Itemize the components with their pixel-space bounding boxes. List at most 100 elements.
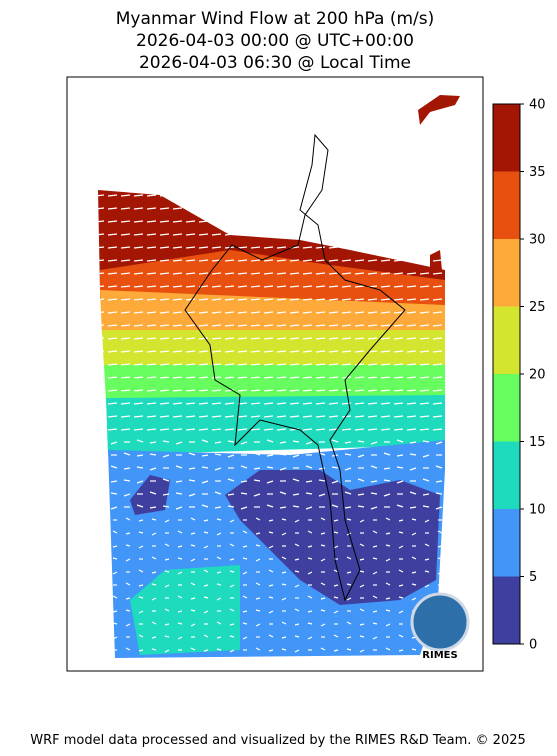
wind-arrow [172,428,183,431]
wind-arrow [229,584,235,588]
wind-arrow [211,233,222,236]
wind-arrow [406,285,417,288]
wind-arrow [120,402,131,405]
wind-arrow [393,207,404,210]
wind-arrow [125,544,131,547]
wind-arrow [198,246,209,249]
wind-arrow [367,428,378,431]
wind-arrow [359,635,365,638]
wind-arrow [146,194,157,197]
wind-region [104,365,445,402]
wind-arrow [346,556,352,560]
wind-arrow [107,350,118,353]
wind-arrow [346,621,352,625]
wind-arrow [123,493,131,497]
wind-arrow [393,311,404,314]
wind-arrow [354,324,365,327]
wind-arrow [432,415,443,418]
wind-arrow [432,428,443,431]
wind-arrow [224,272,235,275]
wind-arrow [307,622,313,625]
wind-arrow [112,530,118,534]
wind-arrow [320,558,326,562]
wind-arrow [432,324,443,327]
wind-arrow [240,480,248,483]
wind-arrow [294,649,300,653]
wind-arrow [380,389,391,392]
wind-arrow [138,545,144,549]
wind-arrow [190,623,196,627]
wind-arrow [406,207,417,210]
wind-arrow [383,452,391,456]
wind-arrow [263,298,274,301]
wind-arrow [242,545,248,548]
wind-arrow [302,233,313,236]
wind-arrow [146,350,157,353]
wind-arrow [302,428,313,431]
wind-arrow [224,350,235,353]
wind-arrow [211,350,222,353]
wind-arrow [276,376,287,379]
wind-arrow [185,363,196,366]
wind-arrow [302,246,313,249]
wind-arrow [242,622,248,625]
wind-arrow [159,220,170,223]
wind-arrow [159,389,170,392]
wind-arrow [422,454,430,458]
wind-arrow [120,389,131,392]
wind-arrow [302,363,313,366]
wind-arrow [94,311,105,314]
wind-arrow [224,324,235,327]
wind-arrow [146,324,157,327]
wind-arrow [406,311,417,314]
wind-arrow [266,454,274,457]
wind-arrow [164,584,170,588]
wind-arrow [344,453,352,456]
wind-arrow [250,233,261,236]
wind-arrow [380,233,391,236]
wind-arrow [237,233,248,236]
wind-arrow [268,649,274,652]
wind-arrow [354,285,365,288]
wind-arrow [224,207,235,210]
wind-arrow [107,194,118,197]
wind-arrow [318,479,326,482]
wind-arrow [188,452,196,456]
wind-arrow [406,337,417,340]
wind-arrow [120,415,131,418]
wind-arrow [359,623,365,626]
wind-arrow [315,337,326,340]
wind-arrow [359,558,365,561]
wind-arrow [94,376,105,379]
wind-arrow [367,337,378,340]
wind-arrow [315,298,326,301]
wind-arrow [250,272,261,275]
wind-arrow [344,467,352,471]
wind-arrow [224,285,235,288]
wind-arrow [146,272,157,275]
wind-arrow [120,194,131,197]
wind-arrow [279,441,287,444]
wind-arrow [328,285,339,288]
wind-arrow [229,570,235,573]
wind-arrow [292,478,300,482]
wind-arrow [237,194,248,197]
wind-arrow [112,636,118,640]
wind-arrow [172,376,183,379]
wind-arrow [253,479,261,482]
wind-arrow [110,465,118,469]
wind-arrow [263,194,274,197]
wind-arrow [398,649,404,652]
wind-arrow [224,194,235,197]
wind-arrow [385,582,391,586]
wind-arrow [292,505,300,508]
wind-arrow [203,610,209,614]
colorbar-tick-label: 25 [529,300,546,315]
wind-arrow [175,506,183,510]
wind-arrow [133,272,144,275]
wind-arrow [354,402,365,405]
wind-arrow [328,272,339,275]
wind-arrow [250,285,261,288]
wind-arrow [237,428,248,431]
wind-arrow [97,493,105,496]
